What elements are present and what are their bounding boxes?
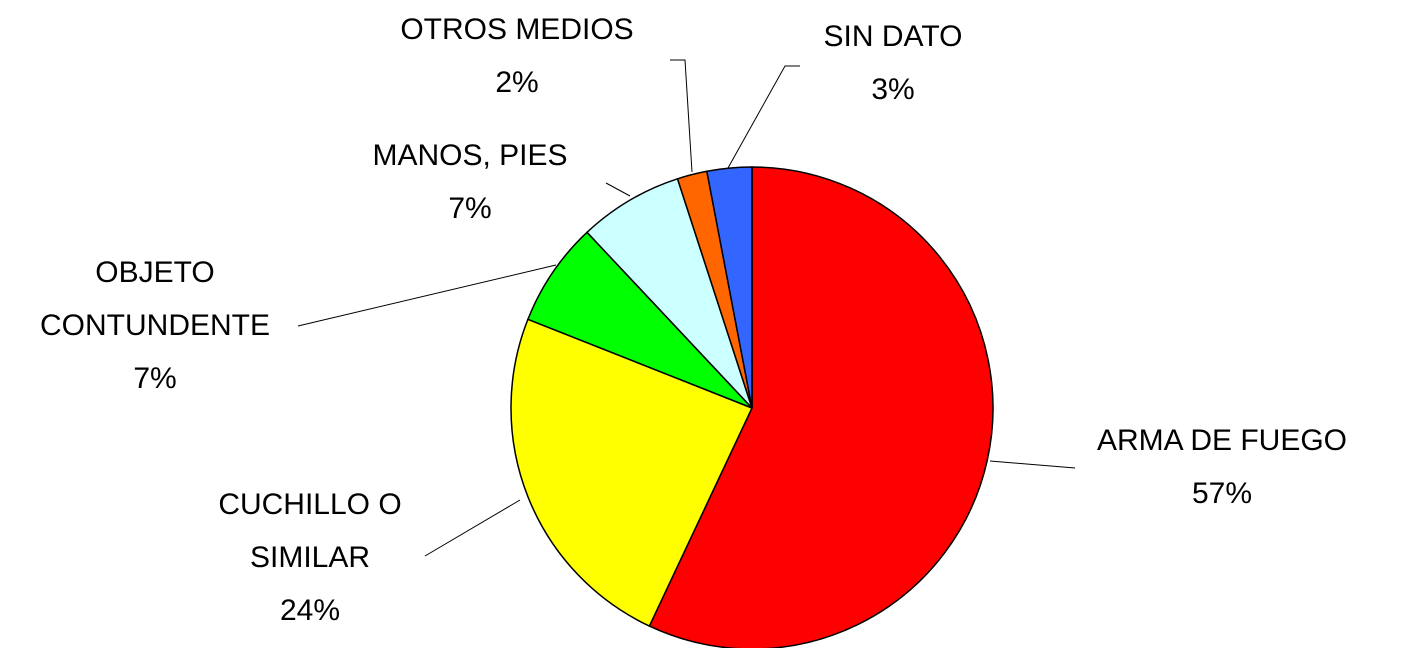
leader-line: [989, 460, 1076, 469]
leader-line: [727, 65, 800, 169]
value-label: 7%: [448, 192, 492, 225]
category-label: CUCHILLO O SIMILAR: [218, 488, 402, 574]
pie-slice: [585, 177, 753, 409]
leader-lines: [297, 59, 1076, 557]
slice-label: MANOS, PIES 7%: [320, 129, 620, 235]
category-label: ARMA DE FUEGO: [1096, 424, 1348, 457]
pie-slice: [510, 318, 754, 628]
slice-label: SIN DATO 3%: [743, 10, 1043, 116]
pie-slice: [526, 231, 753, 409]
leader-line: [297, 264, 557, 327]
leader-line: [605, 182, 631, 197]
leader-line: [670, 59, 693, 173]
pie-slice: [705, 166, 753, 409]
slice-label: OBJETO CONTUNDENTE 7%: [5, 246, 305, 405]
slice-label: OTROS MEDIOS 2%: [342, 3, 692, 109]
category-label: OBJETO CONTUNDENTE: [40, 256, 270, 342]
leader-line: [424, 499, 521, 557]
value-label: 3%: [871, 73, 915, 106]
value-label: 7%: [133, 362, 177, 395]
value-label: 24%: [279, 594, 341, 627]
category-label: MANOS, PIES: [372, 139, 568, 172]
value-label: 2%: [495, 66, 539, 99]
value-label: 57%: [1191, 477, 1253, 510]
slice-label: ARMA DE FUEGO 57%: [1022, 414, 1410, 520]
pie-slice: [648, 166, 994, 648]
category-label: OTROS MEDIOS: [400, 13, 634, 46]
slice-label: CUCHILLO O SIMILAR 24%: [185, 478, 435, 637]
category-label: SIN DATO: [823, 20, 963, 53]
